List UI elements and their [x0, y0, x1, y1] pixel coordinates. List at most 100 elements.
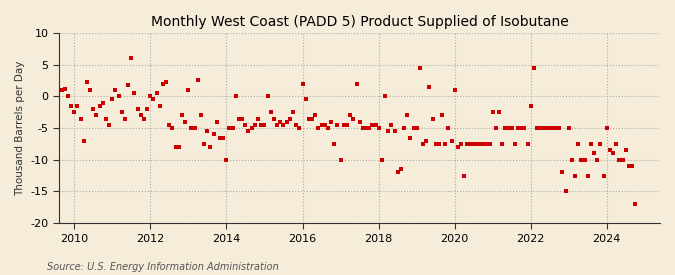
- Point: [618, 158, 628, 162]
- Point: [583, 173, 593, 178]
- Point: [136, 113, 146, 117]
- Point: [525, 104, 536, 108]
- Point: [500, 126, 510, 130]
- Point: [373, 126, 384, 130]
- Point: [224, 126, 235, 130]
- Point: [243, 129, 254, 133]
- Title: Monthly West Coast (PADD 5) Product Supplied of Isobutane: Monthly West Coast (PADD 5) Product Supp…: [151, 15, 568, 29]
- Point: [104, 123, 115, 127]
- Point: [316, 123, 327, 127]
- Point: [262, 94, 273, 98]
- Point: [271, 123, 282, 127]
- Point: [297, 81, 308, 86]
- Point: [345, 113, 356, 117]
- Point: [164, 123, 175, 127]
- Point: [281, 119, 292, 124]
- Point: [370, 123, 381, 127]
- Point: [329, 142, 340, 146]
- Point: [145, 94, 156, 98]
- Point: [418, 142, 429, 146]
- Point: [468, 142, 479, 146]
- Point: [611, 142, 622, 146]
- Text: Source: U.S. Energy Information Administration: Source: U.S. Energy Information Administ…: [47, 262, 279, 272]
- Point: [47, 94, 57, 98]
- Point: [497, 142, 508, 146]
- Y-axis label: Thousand Barrels per Day: Thousand Barrels per Day: [15, 60, 25, 196]
- Point: [157, 81, 168, 86]
- Point: [516, 126, 526, 130]
- Point: [439, 142, 450, 146]
- Point: [95, 104, 105, 108]
- Point: [471, 142, 482, 146]
- Point: [252, 116, 263, 121]
- Point: [53, 75, 63, 79]
- Point: [478, 142, 489, 146]
- Point: [332, 123, 343, 127]
- Point: [620, 148, 631, 152]
- Point: [138, 116, 149, 121]
- Point: [82, 80, 92, 85]
- Point: [110, 88, 121, 92]
- Point: [190, 126, 200, 130]
- Point: [430, 142, 441, 146]
- Point: [402, 113, 412, 117]
- Point: [544, 126, 555, 130]
- Point: [405, 135, 416, 140]
- Point: [367, 123, 377, 127]
- Point: [579, 158, 590, 162]
- Point: [250, 123, 261, 127]
- Point: [101, 116, 111, 121]
- Point: [173, 145, 184, 149]
- Point: [288, 110, 298, 114]
- Point: [256, 123, 267, 127]
- Point: [180, 119, 191, 124]
- Point: [535, 126, 545, 130]
- Point: [205, 145, 216, 149]
- Point: [510, 142, 520, 146]
- Point: [155, 104, 165, 108]
- Point: [450, 88, 460, 92]
- Point: [506, 126, 517, 130]
- Point: [117, 110, 128, 114]
- Point: [433, 142, 444, 146]
- Point: [411, 126, 422, 130]
- Point: [427, 116, 438, 121]
- Point: [218, 135, 229, 140]
- Point: [529, 66, 539, 70]
- Point: [63, 94, 74, 98]
- Point: [608, 151, 618, 156]
- Point: [126, 56, 137, 60]
- Point: [564, 126, 574, 130]
- Point: [465, 142, 476, 146]
- Point: [123, 83, 134, 87]
- Point: [456, 142, 466, 146]
- Point: [300, 97, 311, 102]
- Point: [554, 126, 564, 130]
- Point: [357, 126, 368, 130]
- Point: [192, 78, 203, 83]
- Point: [627, 164, 638, 168]
- Point: [56, 88, 67, 92]
- Point: [601, 126, 612, 130]
- Point: [310, 113, 321, 117]
- Point: [595, 142, 605, 146]
- Point: [234, 116, 244, 121]
- Point: [589, 151, 599, 156]
- Point: [240, 123, 251, 127]
- Point: [325, 119, 336, 124]
- Point: [221, 158, 232, 162]
- Point: [285, 116, 296, 121]
- Point: [91, 113, 102, 117]
- Point: [50, 80, 61, 85]
- Point: [275, 119, 286, 124]
- Point: [624, 164, 634, 168]
- Point: [570, 173, 580, 178]
- Point: [630, 202, 641, 206]
- Point: [614, 158, 624, 162]
- Point: [43, 112, 54, 116]
- Point: [481, 142, 491, 146]
- Point: [557, 170, 568, 175]
- Point: [177, 113, 188, 117]
- Point: [183, 88, 194, 92]
- Point: [459, 173, 470, 178]
